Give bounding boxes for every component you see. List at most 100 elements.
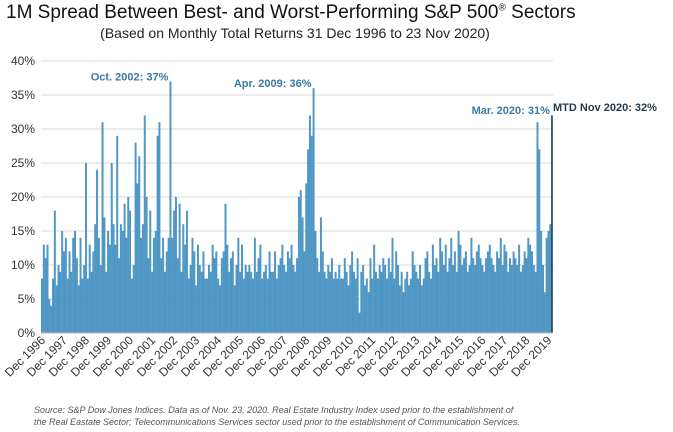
- annotation: Mar. 2020: 31%: [472, 105, 550, 117]
- bar: [543, 292, 546, 333]
- bar: [92, 251, 95, 333]
- bar: [448, 258, 451, 333]
- bar: [257, 258, 260, 333]
- bar: [143, 115, 146, 334]
- bar: [50, 305, 53, 333]
- bar: [529, 244, 532, 333]
- bar: [417, 278, 420, 333]
- bar: [431, 244, 434, 333]
- bar: [479, 258, 482, 333]
- bar: [505, 251, 508, 333]
- bar: [77, 285, 80, 333]
- bar: [442, 265, 445, 333]
- bar: [441, 251, 444, 333]
- bar: [329, 271, 332, 333]
- bar: [204, 278, 207, 333]
- bar: [138, 156, 141, 333]
- bar: [141, 224, 144, 333]
- bar: [387, 258, 390, 333]
- bar: [400, 271, 403, 333]
- bar: [398, 285, 401, 333]
- bar: [463, 258, 466, 333]
- bar: [532, 265, 535, 333]
- bar: [121, 231, 124, 333]
- bar: [191, 237, 194, 333]
- bar: [343, 258, 346, 333]
- bar: [435, 258, 438, 333]
- bar: [330, 258, 333, 333]
- bar: [70, 271, 73, 333]
- bar: [96, 169, 99, 333]
- bar: [530, 251, 533, 333]
- bar: [189, 265, 192, 333]
- bar: [63, 251, 66, 333]
- bar: [74, 231, 77, 333]
- bar: [327, 265, 330, 333]
- bar: [519, 271, 522, 333]
- bar: [134, 142, 137, 333]
- bar: [521, 265, 524, 333]
- bar: [264, 265, 267, 333]
- bar: [86, 278, 89, 333]
- bar: [371, 278, 374, 333]
- source-line-2: the Real Eastate Sector; Telecommunicati…: [34, 417, 520, 427]
- bar: [48, 299, 51, 333]
- bar: [184, 244, 187, 333]
- bar: [248, 265, 251, 333]
- bar: [274, 251, 277, 333]
- bar: [332, 278, 335, 333]
- bar: [270, 271, 273, 333]
- bar: [406, 271, 409, 333]
- bar: [64, 237, 67, 333]
- bar: [321, 251, 324, 333]
- bar: [408, 285, 411, 333]
- bar: [259, 244, 262, 333]
- bar: [439, 237, 442, 333]
- bar: [319, 217, 322, 333]
- bar: [59, 271, 62, 333]
- bar: [198, 265, 201, 333]
- bar: [347, 285, 350, 333]
- bar: [185, 210, 188, 333]
- bar: [292, 265, 295, 333]
- bar: [224, 203, 227, 333]
- bar: [393, 278, 396, 333]
- bar: [459, 244, 462, 333]
- bar: [527, 237, 530, 333]
- bar: [195, 285, 198, 333]
- bar: [220, 258, 223, 333]
- bar: [42, 244, 45, 333]
- bar: [272, 271, 275, 333]
- bar: [472, 258, 475, 333]
- bar: [209, 271, 212, 333]
- annotations: Oct. 2002: 37% Apr. 2009: 36% Mar. 2020: 3…: [91, 71, 657, 117]
- y-tick-label: 40%: [11, 54, 35, 68]
- bar: [222, 251, 225, 333]
- bar: [255, 271, 258, 333]
- bar: [156, 135, 159, 333]
- bar: [112, 224, 115, 333]
- bar: [380, 271, 383, 333]
- bar: [497, 258, 500, 333]
- source-note: Source: S&P Dow Jones Indices. Data as o…: [34, 404, 520, 428]
- bar: [55, 285, 58, 333]
- bar: [477, 244, 480, 333]
- bar: [202, 251, 205, 333]
- bar: [508, 258, 511, 333]
- bar: [266, 278, 269, 333]
- bar: [228, 271, 231, 333]
- bar: [382, 258, 385, 333]
- bars: [41, 81, 553, 334]
- bar: [123, 203, 126, 333]
- bar: [308, 115, 311, 334]
- bar: [230, 258, 233, 333]
- bar: [356, 258, 359, 333]
- bar: [299, 190, 302, 333]
- bar: [360, 271, 363, 333]
- bar: [261, 278, 264, 333]
- bar: [340, 278, 343, 333]
- source-line-1: Source: S&P Dow Jones Indices. Data as o…: [34, 405, 514, 415]
- bar: [52, 278, 54, 333]
- bar: [430, 278, 433, 333]
- bar: [507, 271, 510, 333]
